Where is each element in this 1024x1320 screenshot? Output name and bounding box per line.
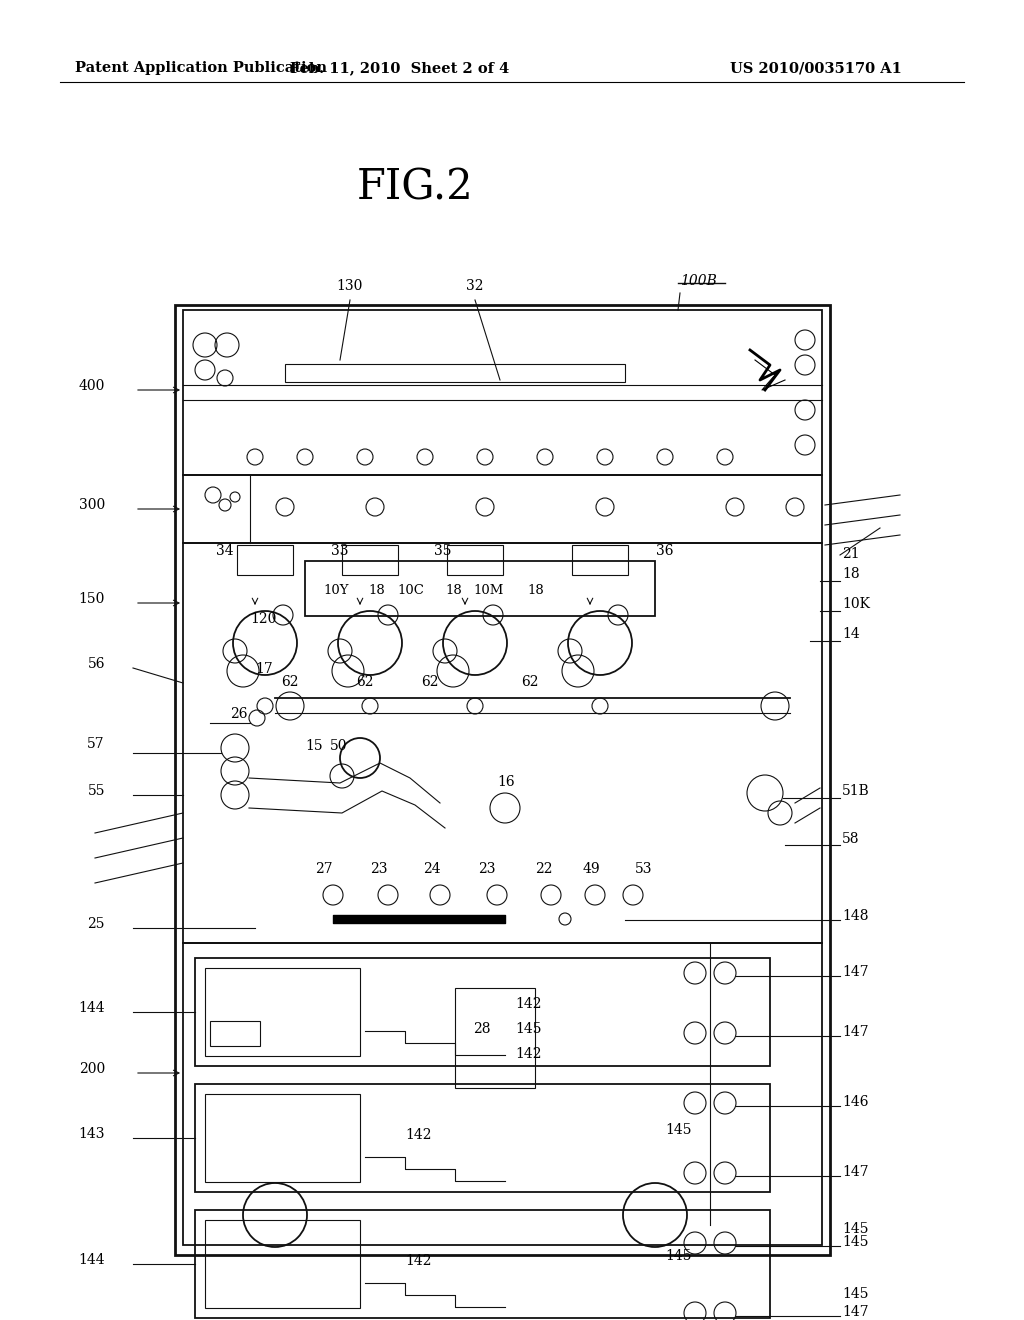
Text: 18: 18 (368, 583, 385, 597)
Text: 143: 143 (79, 1127, 105, 1140)
Bar (183, 310, 822, 475)
Text: 300: 300 (79, 498, 105, 512)
Bar (285, 364, 625, 381)
Text: 147: 147 (842, 1166, 868, 1179)
Text: 100B: 100B (680, 275, 717, 288)
Text: 34: 34 (216, 544, 233, 558)
Text: 24: 24 (423, 862, 440, 876)
Bar (572, 545, 628, 576)
Bar (175, 305, 830, 1255)
Text: 10M: 10M (473, 583, 504, 597)
Text: 150: 150 (79, 591, 105, 606)
Text: 10C: 10C (397, 583, 424, 597)
Text: 15: 15 (305, 739, 323, 752)
Text: 145: 145 (842, 1287, 868, 1302)
Text: 36: 36 (656, 544, 674, 558)
Bar (195, 1210, 770, 1317)
Bar (455, 987, 535, 1088)
Text: 62: 62 (356, 675, 374, 689)
Text: 16: 16 (497, 775, 515, 789)
Bar (342, 545, 398, 576)
Text: 23: 23 (370, 862, 387, 876)
Text: 27: 27 (315, 862, 333, 876)
Text: US 2010/0035170 A1: US 2010/0035170 A1 (730, 61, 902, 75)
Text: 56: 56 (87, 657, 105, 671)
Text: 21: 21 (842, 546, 859, 561)
Text: 26: 26 (230, 708, 248, 721)
Text: 145: 145 (842, 1236, 868, 1249)
Text: 145: 145 (515, 1022, 542, 1036)
Bar (205, 1220, 360, 1308)
Text: FIG.2: FIG.2 (356, 168, 473, 209)
Text: 147: 147 (842, 965, 868, 979)
Text: 145: 145 (842, 1222, 868, 1236)
Text: 142: 142 (515, 997, 542, 1011)
Text: 18: 18 (527, 583, 544, 597)
Bar (447, 545, 503, 576)
Text: 10Y: 10Y (323, 583, 348, 597)
Text: 142: 142 (515, 1047, 542, 1061)
Text: 18: 18 (842, 568, 859, 581)
Text: 53: 53 (635, 862, 652, 876)
Bar (195, 958, 770, 1067)
Text: 142: 142 (406, 1129, 431, 1142)
Text: 144: 144 (79, 1253, 105, 1267)
Text: Patent Application Publication: Patent Application Publication (75, 61, 327, 75)
Text: 50: 50 (330, 739, 347, 752)
Text: 35: 35 (434, 544, 452, 558)
Text: 400: 400 (79, 379, 105, 393)
Text: 14: 14 (842, 627, 860, 642)
Text: 120: 120 (250, 612, 276, 626)
Text: 57: 57 (87, 737, 105, 751)
Text: 28: 28 (473, 1022, 490, 1036)
Bar (183, 475, 822, 543)
Bar (210, 1020, 260, 1045)
Text: 18: 18 (445, 583, 462, 597)
Text: 25: 25 (87, 917, 105, 931)
Text: 17: 17 (255, 663, 272, 676)
Bar (205, 1094, 360, 1181)
Bar (195, 1084, 770, 1192)
Text: 147: 147 (842, 1026, 868, 1039)
Text: 32: 32 (466, 279, 483, 293)
Text: 33: 33 (331, 544, 349, 558)
Bar (205, 968, 360, 1056)
Text: 147: 147 (842, 1305, 868, 1319)
Text: 51B: 51B (842, 784, 869, 799)
Bar (237, 545, 293, 576)
Bar (183, 543, 822, 942)
Text: 142: 142 (406, 1254, 431, 1269)
Text: 62: 62 (282, 675, 299, 689)
Text: 145: 145 (665, 1123, 691, 1137)
Text: 55: 55 (87, 784, 105, 799)
Text: 145: 145 (665, 1249, 691, 1263)
Text: 49: 49 (583, 862, 601, 876)
Bar (183, 942, 822, 1245)
Text: 130: 130 (337, 279, 364, 293)
Text: 58: 58 (842, 832, 859, 846)
Text: 23: 23 (478, 862, 496, 876)
Text: 10K: 10K (842, 597, 870, 611)
Text: 22: 22 (535, 862, 553, 876)
Text: 62: 62 (421, 675, 438, 689)
Text: 146: 146 (842, 1096, 868, 1109)
Text: 144: 144 (79, 1001, 105, 1015)
Text: 200: 200 (79, 1063, 105, 1076)
Bar (305, 561, 655, 616)
Text: Feb. 11, 2010  Sheet 2 of 4: Feb. 11, 2010 Sheet 2 of 4 (291, 61, 510, 75)
Text: 148: 148 (842, 909, 868, 923)
Text: 62: 62 (521, 675, 539, 689)
